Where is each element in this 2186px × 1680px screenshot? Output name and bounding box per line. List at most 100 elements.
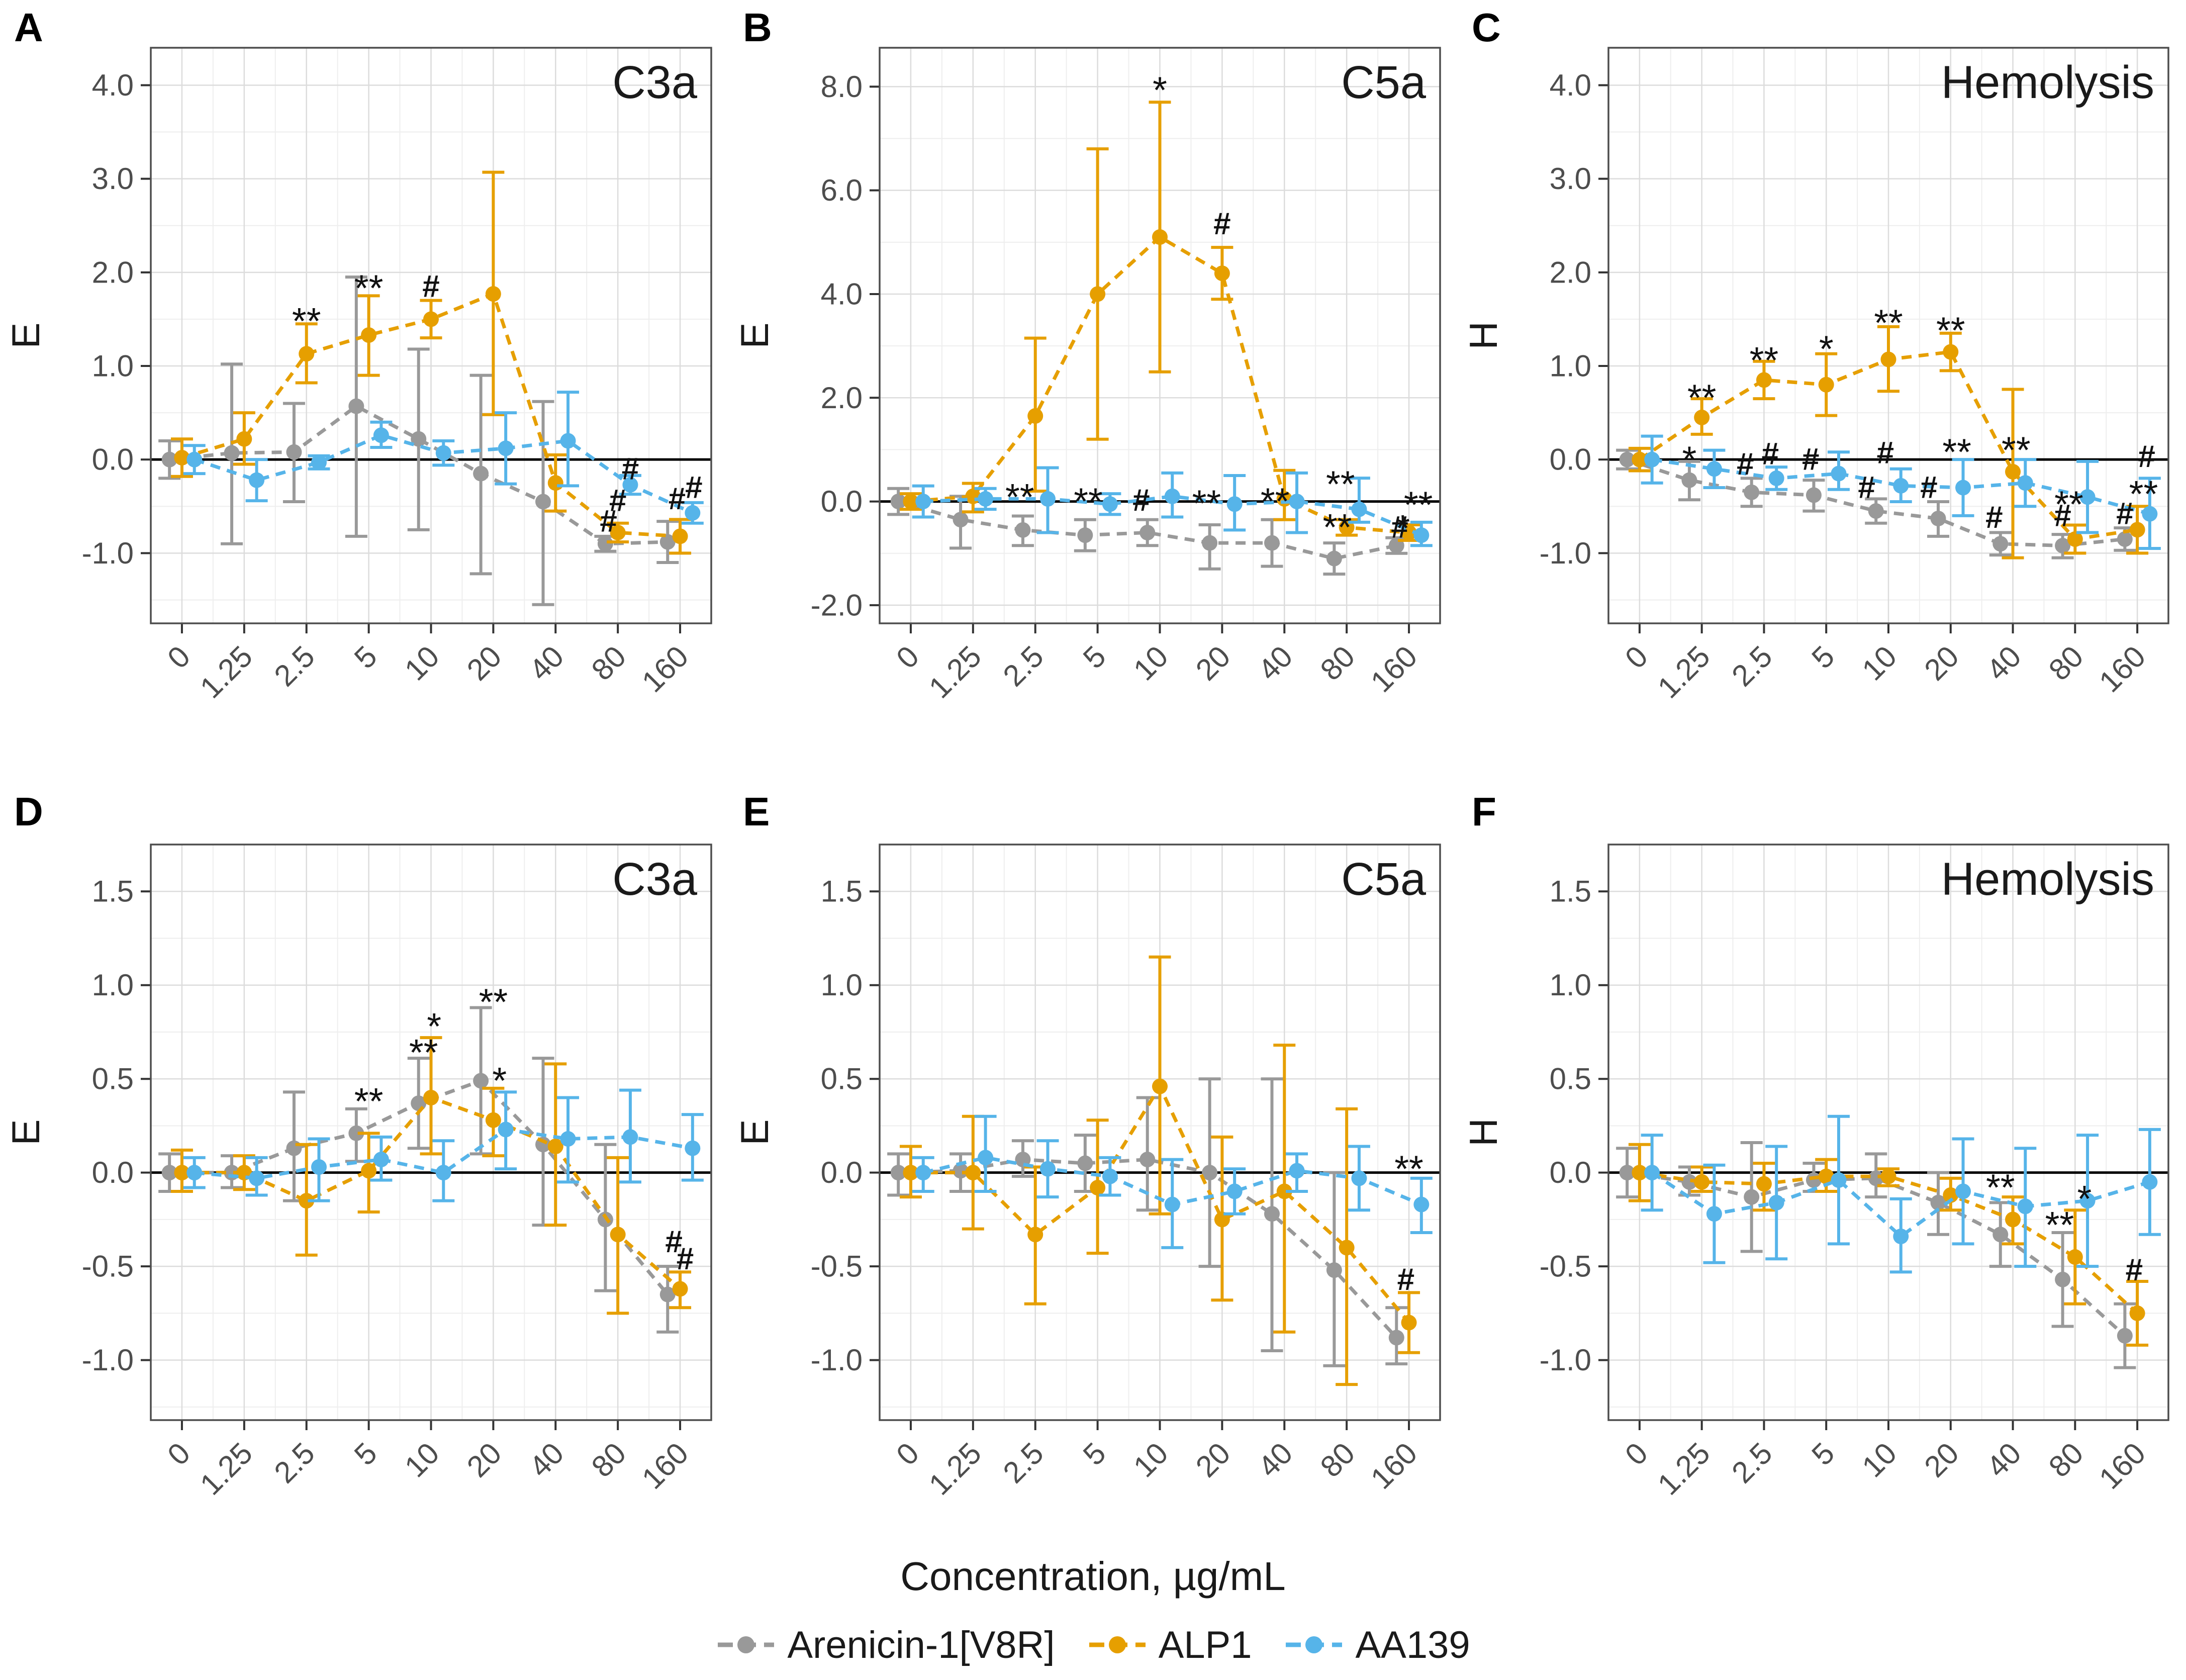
data-point <box>1955 480 1971 496</box>
significance-annotation: # <box>609 484 626 518</box>
data-point <box>1388 1330 1404 1346</box>
significance-annotation: ** <box>1404 484 1433 526</box>
y-axis-label: H <box>1461 321 1505 349</box>
significance-annotation: # <box>1877 436 1894 471</box>
significance-annotation: # <box>2138 439 2155 474</box>
significance-annotation: # <box>1213 207 1230 241</box>
data-point <box>2142 1174 2158 1190</box>
data-point <box>659 534 676 550</box>
data-point <box>2142 506 2158 522</box>
data-point <box>1681 472 1697 488</box>
data-point <box>186 451 203 468</box>
data-point <box>423 1090 439 1106</box>
y-tick-label: 4.0 <box>1550 68 1591 102</box>
data-point <box>286 444 302 460</box>
significance-annotation: ** <box>1986 1167 2015 1208</box>
x-tick-label: 40 <box>1980 1436 2028 1484</box>
y-tick-label: 0.0 <box>1550 1156 1591 1189</box>
significance-annotation: ** <box>2129 473 2158 515</box>
series-AA139 <box>1641 434 2161 550</box>
data-point <box>1632 1165 1648 1181</box>
series-AA139 <box>1641 1114 2161 1274</box>
legend-label: ALP1 <box>1158 1623 1252 1666</box>
data-point <box>1619 1165 1635 1181</box>
y-tick-label: -1.0 <box>811 1343 863 1377</box>
significance-annotation: # <box>1397 1262 1414 1297</box>
significance-annotation: * <box>427 1005 441 1047</box>
data-point <box>249 472 265 488</box>
data-point <box>1744 1189 1760 1205</box>
x-tick-label: 160 <box>1364 1436 1423 1496</box>
significance-annotation: ** <box>479 981 508 1022</box>
data-point <box>953 512 969 528</box>
series-AA139 <box>183 1088 704 1202</box>
significance-annotation: # <box>1762 437 1779 472</box>
x-tick-label: 20 <box>1189 639 1237 687</box>
x-tick-label: 2.5 <box>1725 639 1778 693</box>
series-line <box>1652 457 2150 516</box>
data-point <box>2079 1193 2096 1209</box>
data-point <box>2067 531 2083 547</box>
x-tick-label: 160 <box>2093 1436 2152 1496</box>
x-tick-label: 20 <box>460 639 508 687</box>
data-point <box>1818 1168 1834 1184</box>
data-point <box>890 1165 906 1181</box>
data-point <box>435 1165 451 1181</box>
data-point <box>1756 372 1772 388</box>
data-point <box>311 454 327 471</box>
y-tick-label: 3.0 <box>92 162 134 196</box>
data-point <box>1694 409 1710 425</box>
significance-annotation: ** <box>1942 431 1971 473</box>
x-tick-label: 1.25 <box>194 1436 259 1502</box>
y-tick-label: 1.5 <box>1550 875 1591 908</box>
significance-annotation: # <box>1391 510 1408 545</box>
x-tick-label: 1.25 <box>1651 639 1717 705</box>
series-ALP1 <box>899 101 1420 542</box>
data-point <box>286 1140 302 1156</box>
data-point <box>672 1281 688 1297</box>
legend-item-Arenicin-1[V8R]: Arenicin-1[V8R] <box>716 1623 1055 1667</box>
significance-annotation: ** <box>1192 483 1221 524</box>
significance-annotation: # <box>1737 447 1754 482</box>
data-point <box>890 494 906 510</box>
significance-annotation: * <box>2077 1178 2092 1220</box>
series-Arenicin-1[V8R] <box>887 1077 1408 1367</box>
data-point <box>1681 1174 1697 1190</box>
significance-annotation: # <box>1132 483 1150 518</box>
panel-title: Hemolysis <box>1941 57 2154 108</box>
significance-annotation: * <box>1395 507 1410 549</box>
y-axis-label: H <box>1461 1118 1505 1146</box>
y-tick-label: 0.0 <box>1550 443 1591 477</box>
data-point <box>1152 1078 1168 1094</box>
data-point <box>1893 1228 1909 1244</box>
x-tick-label: 40 <box>523 1436 571 1484</box>
y-tick-label: 0.0 <box>821 485 863 518</box>
data-point <box>1102 1168 1118 1184</box>
x-tick-label: 20 <box>1918 1436 1965 1484</box>
data-point <box>1831 1172 1847 1188</box>
x-tick-label: 1.25 <box>922 1436 988 1502</box>
x-tick-label: 2.5 <box>997 639 1050 693</box>
significance-annotation: # <box>1802 442 1819 477</box>
x-tick-label: 1.25 <box>922 639 988 705</box>
y-tick-label: 4.0 <box>92 68 134 102</box>
data-point <box>1943 344 1959 360</box>
data-point <box>1040 491 1056 507</box>
data-point <box>361 1163 377 1179</box>
data-point <box>1868 503 1884 519</box>
data-point <box>1756 1176 1772 1192</box>
x-tick-label: 10 <box>398 1436 446 1484</box>
x-tick-label: 2.5 <box>268 1436 321 1489</box>
x-tick-label: 160 <box>635 639 695 699</box>
data-point <box>1644 1165 1660 1181</box>
significance-annotation: # <box>2116 497 2133 531</box>
y-tick-label: -1.0 <box>82 536 134 570</box>
legend-item-ALP1: ALP1 <box>1087 1623 1252 1667</box>
panel-letter: A <box>14 5 43 50</box>
panel-letter: C <box>1472 5 1501 50</box>
significance-annotation: ** <box>409 1032 438 1073</box>
y-tick-label: -1.0 <box>1540 536 1591 570</box>
data-point <box>1289 1163 1305 1179</box>
y-tick-label: -2.0 <box>811 588 863 622</box>
